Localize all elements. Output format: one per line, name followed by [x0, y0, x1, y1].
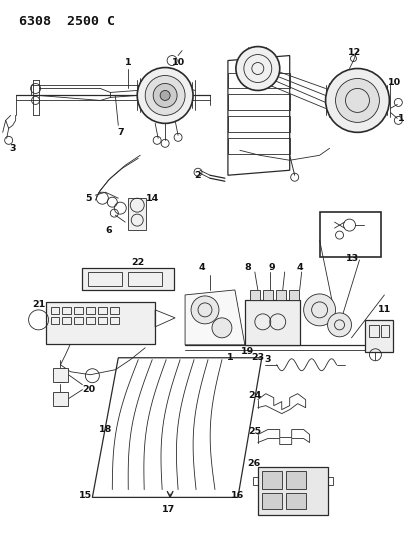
Text: 15: 15	[79, 491, 92, 500]
Bar	[51, 307, 60, 314]
Bar	[46, 302, 155, 344]
Text: 13: 13	[346, 254, 359, 263]
Text: 3: 3	[9, 144, 16, 153]
Bar	[128, 272, 162, 286]
Text: 25: 25	[248, 427, 262, 436]
Bar	[86, 307, 95, 314]
Text: 10: 10	[388, 78, 401, 87]
Text: 12: 12	[348, 48, 361, 57]
Text: 23: 23	[251, 353, 264, 362]
Bar	[369, 325, 379, 337]
Text: 16: 16	[231, 491, 244, 500]
Circle shape	[236, 46, 280, 91]
Bar	[128, 198, 146, 230]
Text: 6308  2500 C: 6308 2500 C	[19, 15, 115, 28]
Text: 14: 14	[146, 193, 159, 203]
Bar	[53, 368, 69, 382]
Text: 5: 5	[85, 193, 92, 203]
Text: 2: 2	[195, 171, 201, 180]
Bar	[253, 478, 258, 486]
Text: 1: 1	[125, 58, 131, 67]
Text: 21: 21	[32, 301, 45, 309]
Circle shape	[212, 318, 232, 338]
Circle shape	[191, 296, 219, 324]
Text: 19: 19	[241, 348, 255, 356]
Text: 17: 17	[162, 505, 175, 514]
Bar	[53, 392, 69, 406]
Text: 11: 11	[378, 305, 391, 314]
Bar	[74, 317, 83, 324]
Circle shape	[160, 91, 170, 100]
Bar	[276, 290, 286, 300]
Bar	[366, 320, 393, 352]
Bar	[245, 300, 299, 345]
Bar	[82, 268, 174, 290]
Text: 4: 4	[199, 263, 205, 272]
Text: 6: 6	[105, 225, 112, 235]
Text: 10: 10	[171, 58, 185, 67]
Bar	[228, 139, 290, 154]
Text: 22: 22	[132, 257, 145, 266]
Text: 1: 1	[226, 353, 233, 362]
Bar	[228, 94, 290, 110]
Circle shape	[326, 69, 389, 132]
Bar	[328, 478, 333, 486]
Bar	[110, 307, 119, 314]
Circle shape	[304, 294, 335, 326]
Bar	[381, 325, 389, 337]
Text: 3: 3	[264, 356, 271, 364]
Bar	[62, 307, 71, 314]
Bar	[258, 467, 328, 515]
Bar	[263, 290, 273, 300]
Bar	[228, 116, 290, 132]
Bar	[98, 317, 107, 324]
Polygon shape	[185, 290, 245, 345]
Circle shape	[328, 313, 352, 337]
Text: 18: 18	[99, 425, 112, 434]
Circle shape	[153, 84, 177, 108]
Bar	[89, 272, 122, 286]
Bar	[286, 472, 306, 489]
Text: 20: 20	[82, 385, 95, 394]
Bar	[262, 494, 282, 510]
Bar	[51, 317, 60, 324]
Text: 8: 8	[244, 263, 251, 272]
Bar	[250, 290, 260, 300]
Bar	[319, 212, 381, 257]
Bar	[98, 307, 107, 314]
Bar	[289, 290, 299, 300]
Text: 4: 4	[296, 263, 303, 272]
Circle shape	[137, 68, 193, 123]
Text: 24: 24	[248, 391, 262, 400]
Text: 26: 26	[247, 459, 260, 468]
Bar	[110, 317, 119, 324]
Text: 1: 1	[398, 114, 405, 123]
Circle shape	[145, 76, 185, 116]
Bar	[74, 307, 83, 314]
Bar	[86, 317, 95, 324]
Text: 9: 9	[268, 263, 275, 272]
Bar	[262, 472, 282, 489]
Text: 7: 7	[117, 128, 124, 137]
Bar	[286, 494, 306, 510]
Circle shape	[335, 78, 379, 123]
Bar	[62, 317, 71, 324]
Bar	[228, 72, 290, 88]
